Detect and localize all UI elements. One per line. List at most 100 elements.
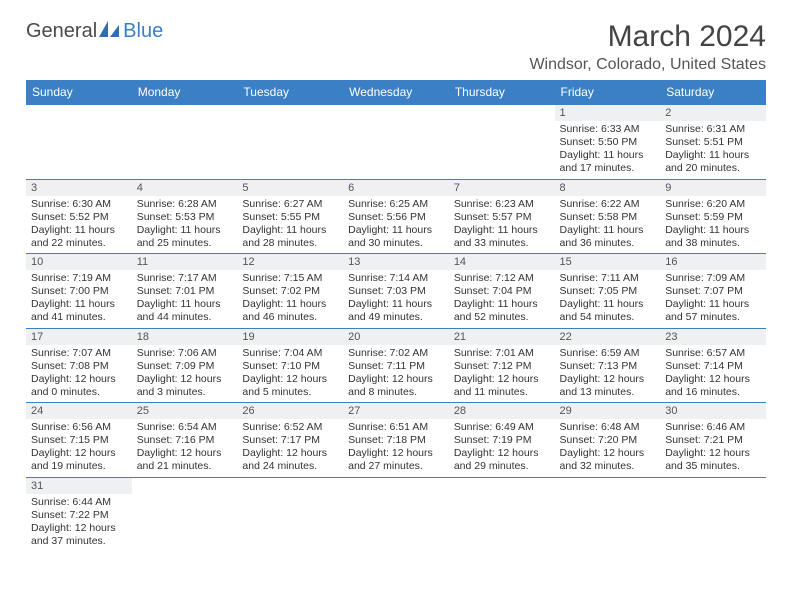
day-sr: Sunrise: 7:17 AM	[137, 272, 233, 285]
day-dl: Daylight: 11 hours and 41 minutes.	[31, 298, 127, 324]
calendar-week: 17 Sunrise: 7:07 AMSunset: 7:08 PM Dayligh…	[26, 328, 766, 403]
calendar-week: 31Sunrise: 6:44 AMSunset: 7:22 PMDayligh…	[26, 477, 766, 551]
day-dl: Daylight: 11 hours and 57 minutes.	[665, 298, 761, 324]
day-sr: Sunrise: 7:07 AM	[31, 347, 127, 360]
day-body: Sunrise: 7:19 AMSunset: 7:00 PMDaylight:…	[26, 270, 132, 328]
day-dl: Daylight: 11 hours and 28 minutes.	[242, 224, 338, 250]
day-ss: Sunset: 7:16 PM	[137, 434, 233, 447]
month-title: March 2024	[529, 20, 766, 54]
day-sr: Sunrise: 6:31 AM	[665, 123, 761, 136]
day-sr: Sunrise: 7:09 AM	[665, 272, 761, 285]
calendar-cell: 5Sunrise: 6:27 AMSunset: 5:55 PMDaylight…	[237, 179, 343, 254]
calendar-header-row: SundayMondayTuesdayWednesdayThursdayFrid…	[26, 80, 766, 105]
day-number: 26	[237, 403, 343, 419]
calendar-cell: 19Sunrise: 7:04 AMSunset: 7:10 PMDayligh…	[237, 328, 343, 403]
day-sr: Sunrise: 6:56 AM	[31, 421, 127, 434]
day-ss: Sunset: 7:13 PM	[560, 360, 656, 373]
day-body: Sunrise: 6:30 AMSunset: 5:52 PMDaylight:…	[26, 196, 132, 254]
day-body: Sunrise: 6:22 AMSunset: 5:58 PMDaylight:…	[555, 196, 661, 254]
day-body: Sunrise: 6:51 AMSunset: 7:18 PMDaylight:…	[343, 419, 449, 477]
day-dl: Daylight: 11 hours and 17 minutes.	[560, 149, 656, 175]
day-ss: Sunset: 7:15 PM	[31, 434, 127, 447]
day-sr: Sunrise: 6:57 AM	[665, 347, 761, 360]
day-ss: Sunset: 7:17 PM	[242, 434, 338, 447]
day-dl: Daylight: 11 hours and 52 minutes.	[454, 298, 550, 324]
day-dl: Daylight: 12 hours and 27 minutes.	[348, 447, 444, 473]
day-sr: Sunrise: 7:15 AM	[242, 272, 338, 285]
day-sr: Sunrise: 6:51 AM	[348, 421, 444, 434]
day-dl: Daylight: 12 hours and 35 minutes.	[665, 447, 761, 473]
calendar-cell: 1Sunrise: 6:33 AMSunset: 5:50 PMDaylight…	[555, 105, 661, 180]
day-body: Sunrise: 6:46 AMSunset: 7:21 PMDaylight:…	[660, 419, 766, 477]
header: General Blue March 2024 Windsor, Colorad…	[26, 20, 766, 74]
day-number: 31	[26, 478, 132, 494]
day-ss: Sunset: 7:08 PM	[31, 360, 127, 373]
calendar-week: 3Sunrise: 6:30 AMSunset: 5:52 PMDaylight…	[26, 179, 766, 254]
day-ss: Sunset: 7:00 PM	[31, 285, 127, 298]
day-number: 10	[26, 254, 132, 270]
day-ss: Sunset: 7:02 PM	[242, 285, 338, 298]
weekday-header: Sunday	[26, 80, 132, 105]
day-number: 20	[343, 329, 449, 345]
day-ss: Sunset: 5:57 PM	[454, 211, 550, 224]
day-sr: Sunrise: 6:30 AM	[31, 198, 127, 211]
day-body: Sunrise: 7:01 AMSunset: 7:12 PMDaylight:…	[449, 345, 555, 403]
day-number: 7	[449, 180, 555, 196]
sail-icon	[99, 21, 121, 42]
day-body: Sunrise: 6:49 AMSunset: 7:19 PMDaylight:…	[449, 419, 555, 477]
calendar-cell	[26, 105, 132, 180]
day-sr: Sunrise: 7:02 AM	[348, 347, 444, 360]
day-number: 2	[660, 105, 766, 121]
calendar-cell: 30Sunrise: 6:46 AMSunset: 7:21 PMDayligh…	[660, 403, 766, 478]
day-number: 18	[132, 329, 238, 345]
day-number: 5	[237, 180, 343, 196]
day-body: Sunrise: 6:31 AMSunset: 5:51 PMDaylight:…	[660, 121, 766, 179]
title-block: March 2024 Windsor, Colorado, United Sta…	[529, 20, 766, 74]
day-ss: Sunset: 7:01 PM	[137, 285, 233, 298]
weekday-header: Tuesday	[237, 80, 343, 105]
day-number: 15	[555, 254, 661, 270]
day-sr: Sunrise: 7:19 AM	[31, 272, 127, 285]
calendar-cell: 6Sunrise: 6:25 AMSunset: 5:56 PMDaylight…	[343, 179, 449, 254]
day-dl: Daylight: 12 hours and 19 minutes.	[31, 447, 127, 473]
day-body: Sunrise: 6:23 AMSunset: 5:57 PMDaylight:…	[449, 196, 555, 254]
day-dl: Daylight: 11 hours and 25 minutes.	[137, 224, 233, 250]
calendar-page: General Blue March 2024 Windsor, Colorad…	[0, 0, 792, 561]
day-number: 27	[343, 403, 449, 419]
weekday-header: Monday	[132, 80, 238, 105]
day-body: Sunrise: 6:57 AMSunset: 7:14 PMDaylight:…	[660, 345, 766, 403]
day-number: 11	[132, 254, 238, 270]
calendar-cell: 15Sunrise: 7:11 AMSunset: 7:05 PMDayligh…	[555, 254, 661, 329]
calendar-cell: 17Sunrise: 7:07 AMSunset: 7:08 PMDayligh…	[26, 328, 132, 403]
day-body: Sunrise: 7:17 AMSunset: 7:01 PMDaylight:…	[132, 270, 238, 328]
day-ss: Sunset: 5:50 PM	[560, 136, 656, 149]
day-sr: Sunrise: 6:46 AM	[665, 421, 761, 434]
day-number: 12	[237, 254, 343, 270]
day-dl: Daylight: 12 hours and 21 minutes.	[137, 447, 233, 473]
calendar-cell: 2Sunrise: 6:31 AMSunset: 5:51 PMDaylight…	[660, 105, 766, 180]
calendar-cell	[343, 105, 449, 180]
location: Windsor, Colorado, United States	[529, 56, 766, 74]
day-ss: Sunset: 5:56 PM	[348, 211, 444, 224]
weekday-header: Thursday	[449, 80, 555, 105]
day-body: Sunrise: 7:15 AMSunset: 7:02 PMDaylight:…	[237, 270, 343, 328]
calendar-cell: 13Sunrise: 7:14 AMSunset: 7:03 PMDayligh…	[343, 254, 449, 329]
calendar-week: 24Sunrise: 6:56 AMSunset: 7:15 PMDayligh…	[26, 403, 766, 478]
day-body: Sunrise: 6:28 AMSunset: 5:53 PMDaylight:…	[132, 196, 238, 254]
day-dl: Daylight: 12 hours and 32 minutes.	[560, 447, 656, 473]
calendar-cell: 21Sunrise: 7:01 AMSunset: 7:12 PMDayligh…	[449, 328, 555, 403]
day-ss: Sunset: 7:05 PM	[560, 285, 656, 298]
weekday-header: Wednesday	[343, 80, 449, 105]
day-ss: Sunset: 7:07 PM	[665, 285, 761, 298]
day-number: 13	[343, 254, 449, 270]
day-sr: Sunrise: 6:27 AM	[242, 198, 338, 211]
day-body: Sunrise: 7:02 AMSunset: 7:11 PMDaylight:…	[343, 345, 449, 403]
day-ss: Sunset: 7:22 PM	[31, 509, 127, 522]
day-number: 17	[26, 329, 132, 345]
calendar-cell	[660, 477, 766, 551]
day-dl: Daylight: 12 hours and 5 minutes.	[242, 373, 338, 399]
calendar-cell	[555, 477, 661, 551]
logo-text-a: General	[26, 20, 97, 43]
day-ss: Sunset: 7:20 PM	[560, 434, 656, 447]
logo-text-b: Blue	[123, 20, 163, 43]
